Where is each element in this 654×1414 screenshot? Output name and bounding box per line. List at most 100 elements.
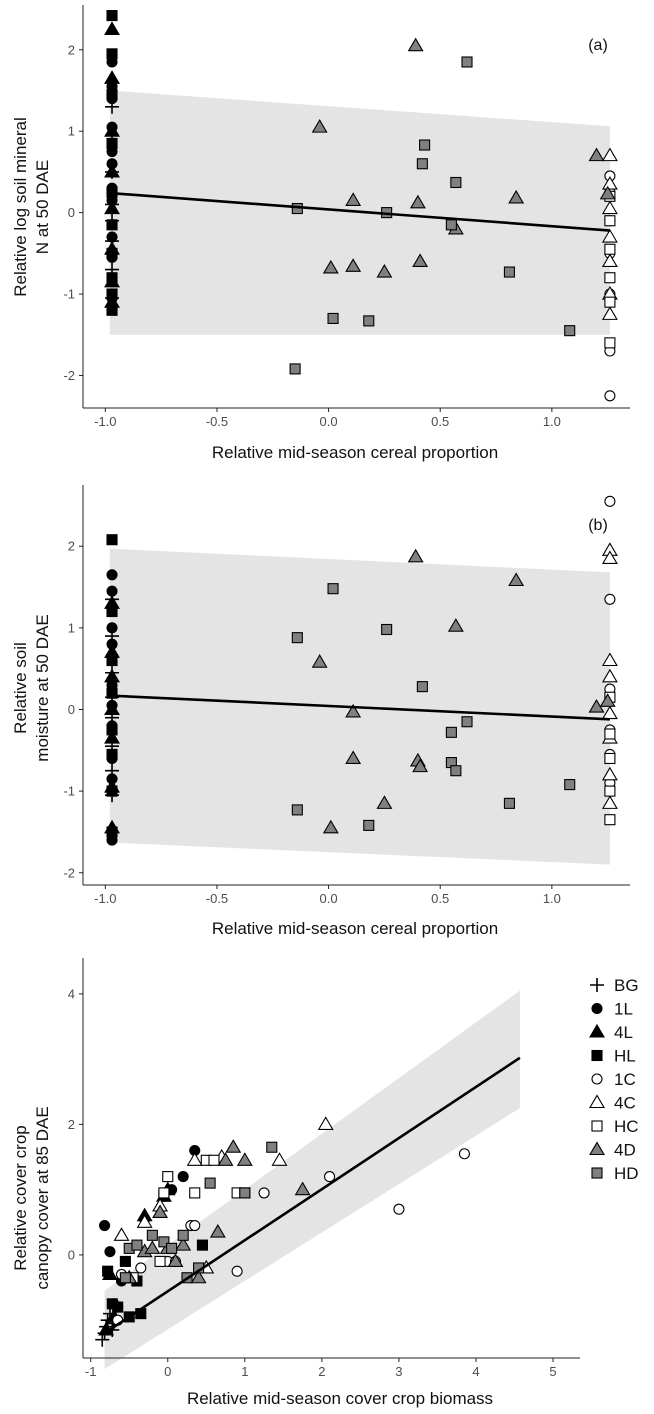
data-point-4l [104, 21, 120, 35]
data-point-4l [104, 200, 120, 215]
data-point-hl [106, 89, 118, 101]
x-tick-label: -1.0 [94, 891, 116, 906]
data-point-hd [564, 325, 576, 337]
data-point-hc [189, 1187, 201, 1199]
data-point-hd [327, 312, 339, 324]
legend-label-4c: 4C [614, 1094, 636, 1113]
y-tick-label: 2 [68, 539, 75, 554]
legend-label-4l: 4L [614, 1023, 633, 1042]
data-point-1c [604, 495, 616, 507]
data-point-4d [412, 758, 429, 773]
data-point-4c [601, 228, 618, 243]
data-point-4d [190, 1269, 207, 1284]
data-point-4c [601, 652, 618, 667]
data-point-hd [177, 1229, 189, 1241]
data-point-hc [162, 1171, 174, 1183]
data-point-4c [601, 200, 618, 215]
data-point-hl [106, 826, 118, 838]
x-tick-label: 1.0 [543, 891, 561, 906]
data-point-hd [503, 266, 515, 278]
data-point-hd [564, 779, 576, 791]
data-point-hd [166, 1242, 178, 1254]
data-point-hc [604, 272, 616, 284]
regression-line [103, 1056, 521, 1335]
legend-key-1c [591, 1073, 603, 1085]
x-tick-label: 1.0 [543, 414, 561, 429]
data-point-hd [119, 1272, 131, 1284]
data-point-4c [271, 1152, 288, 1166]
legend-key-4d [589, 1141, 605, 1156]
x-axis-title: Relative mid-season cereal proportion [212, 919, 498, 938]
data-point-4d [508, 572, 525, 587]
data-point-4c [601, 147, 618, 162]
data-point-1c [324, 1171, 336, 1183]
data-point-4d [209, 1223, 226, 1238]
x-tick-label: 3 [395, 1364, 402, 1379]
data-point-4d [225, 1139, 242, 1153]
legend-label-4d: 4D [614, 1141, 636, 1160]
data-point-4l [104, 729, 120, 744]
x-axis-title: Relative mid-season cover crop biomass [187, 1389, 493, 1408]
data-point-4c [601, 795, 618, 809]
y-tick-label: -2 [63, 368, 75, 383]
legend-key-hc [591, 1120, 603, 1132]
x-tick-label: -1.0 [94, 414, 116, 429]
data-point-hd [239, 1187, 251, 1199]
data-point-4c [113, 1227, 130, 1241]
data-point-4d [345, 703, 362, 718]
legend-key-hl [591, 1049, 603, 1062]
data-point-hd [327, 583, 339, 595]
data-point-4d [345, 258, 362, 272]
data-point-hd [419, 139, 431, 151]
data-point-1l [106, 231, 118, 243]
data-point-hl [196, 1239, 208, 1251]
data-point-hl [106, 654, 118, 667]
data-point-1c [604, 390, 616, 402]
data-point-hc [154, 1255, 166, 1267]
data-point-4d [376, 263, 393, 278]
y-tick-label: 0 [68, 1247, 75, 1262]
data-point-1l [106, 585, 118, 597]
data-point-4d [167, 1253, 184, 1267]
legend-key-hd [591, 1167, 603, 1179]
legend-label-1l: 1L [614, 1000, 633, 1019]
data-point-4d [311, 119, 328, 133]
data-point-4c [601, 668, 618, 683]
data-point-4d [311, 654, 328, 668]
data-point-hd [450, 176, 462, 189]
data-point-hd [381, 623, 393, 636]
y-axis-title-line-1: Relative log soil mineral [11, 117, 30, 297]
data-point-4d [376, 795, 393, 809]
y-tick-label: 4 [68, 986, 75, 1001]
data-point-4c [136, 1214, 153, 1228]
y-tick-label: 0 [68, 205, 75, 220]
x-tick-label: 0.0 [320, 414, 338, 429]
data-point-4d [412, 253, 429, 268]
data-point-hc [158, 1187, 170, 1199]
data-point-1l [106, 569, 118, 581]
data-point-hd [146, 1229, 158, 1241]
data-point-hl [106, 10, 118, 22]
data-point-4d [345, 750, 362, 765]
data-point-hl [106, 785, 118, 797]
y-tick-label: 1 [68, 620, 75, 635]
legend-label-hl: HL [614, 1047, 636, 1066]
data-point-1l [99, 1219, 111, 1232]
data-point-hd [445, 726, 457, 738]
data-point-4c [601, 176, 618, 190]
data-point-4d [322, 259, 339, 274]
data-point-hd [416, 158, 428, 170]
data-point-1c [189, 1219, 201, 1232]
y-axis-title-line-1: Relative soil [11, 642, 30, 734]
y-tick-label: -1 [63, 784, 75, 799]
data-point-1l [106, 622, 118, 634]
data-point-4d [322, 819, 339, 834]
data-point-4d [345, 192, 362, 206]
data-point-hc [604, 785, 616, 797]
x-tick-label: 0.0 [320, 891, 338, 906]
data-point-hd [291, 804, 303, 816]
data-point-4l [104, 668, 120, 683]
data-point-1c [458, 1148, 470, 1160]
data-point-hc [208, 1154, 220, 1166]
